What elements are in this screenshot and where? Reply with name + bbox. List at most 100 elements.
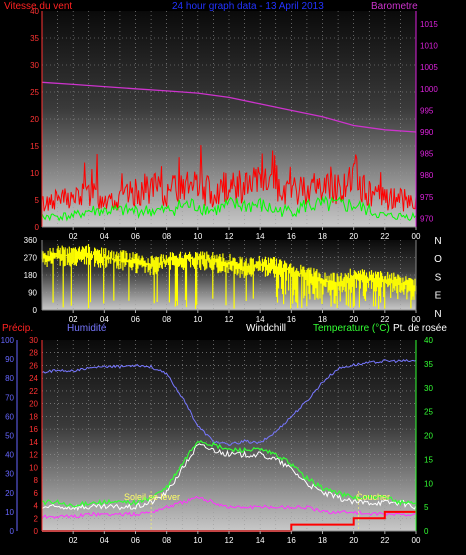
compass-label: N: [434, 309, 441, 320]
chart1-x-tick-label: 06: [131, 232, 140, 241]
wind-speed-tick-label: 35: [30, 34, 39, 43]
chart3-x-tick-label: 20: [349, 536, 358, 545]
chart2-x-tick-label: 02: [69, 315, 78, 324]
legend-humidity: Humidité: [67, 323, 107, 334]
chart3-x-tick-label: 06: [131, 536, 140, 545]
chart2-x-tick-label: 04: [100, 315, 109, 324]
series-humidity: [41, 359, 417, 447]
temperature-tick-label: 35: [424, 360, 433, 369]
chart1-x-tick-label: 02: [69, 232, 78, 241]
wind-speed-tick-label: 30: [30, 61, 39, 70]
barometer-tick-label: 985: [420, 150, 434, 159]
temperature-tick-label: 5: [424, 503, 429, 512]
chart2-x-tick-label: 06: [131, 315, 140, 324]
chart1-x-tick-label: 14: [256, 232, 265, 241]
series-windchill: [41, 443, 417, 512]
precip-tick-label: 20: [29, 400, 38, 409]
compass-label: S: [435, 272, 442, 283]
chart1-x-tick-label: 00: [412, 232, 421, 241]
humidity-tick-label: 60: [5, 412, 14, 421]
chart1-title: 24 hour graph data - 13 April 2013: [172, 1, 324, 12]
chart2-x-tick-label: 12: [225, 315, 234, 324]
direction-tick-label: 90: [28, 289, 37, 298]
chart2-x-tick-label: 08: [162, 315, 171, 324]
legend-dewpoint: Pt. de rosée: [393, 323, 447, 334]
chart2-x-tick-label: 20: [349, 315, 358, 324]
chart1-x-tick-label: 22: [380, 232, 389, 241]
precip-tick-label: 30: [29, 336, 38, 345]
barometer-tick-label: 975: [420, 193, 434, 202]
chart2-x-tick-label: 00: [412, 315, 421, 324]
barometer-tick-label: 1010: [420, 42, 438, 51]
series-precipitation: [42, 510, 416, 532]
temperature-tick-label: 25: [424, 408, 433, 417]
humidity-tick-label: 40: [5, 451, 14, 460]
precip-tick-label: 4: [34, 502, 39, 511]
wind-speed-tick-label: 20: [30, 115, 39, 124]
precip-tick-label: 16: [29, 425, 38, 434]
chart3-x-tick-label: 12: [225, 536, 234, 545]
wind-speed-tick-label: 40: [30, 7, 39, 16]
humidity-tick-label: 80: [5, 374, 14, 383]
chart3-x-tick-label: 16: [287, 536, 296, 545]
temperature-tick-label: 40: [424, 336, 433, 345]
chart2-x-tick-label: 14: [256, 315, 265, 324]
barometer-tick-label: 1015: [420, 20, 438, 29]
humidity-tick-label: 30: [5, 470, 14, 479]
direction-tick-label: 0: [33, 306, 38, 315]
legend-windchill: Windchill: [246, 323, 286, 334]
temperature-tick-label: 20: [424, 432, 433, 441]
chart1-x-tick-label: 20: [349, 232, 358, 241]
barometer-tick-label: 995: [420, 106, 434, 115]
chart2-x-tick-label: 18: [318, 315, 327, 324]
chart1-x-tick-label: 10: [193, 232, 202, 241]
temperature-tick-label: 15: [424, 455, 433, 464]
precip-tick-label: 2: [34, 514, 39, 523]
humidity-tick-label: 90: [5, 355, 14, 364]
chart1-x-tick-label: 08: [162, 232, 171, 241]
series-dewpoint: [41, 495, 417, 520]
precip-tick-label: 26: [29, 361, 38, 370]
chart1-x-tick-label: 18: [318, 232, 327, 241]
wind-speed-tick-label: 0: [35, 223, 40, 232]
chart2-x-tick-label: 22: [380, 315, 389, 324]
wind-speed-tick-label: 25: [30, 88, 39, 97]
precip-tick-label: 0: [34, 527, 39, 536]
chart3-x-tick-label: 14: [256, 536, 265, 545]
temperature-tick-label: 0: [424, 527, 429, 536]
chart3-x-tick-label: 00: [412, 536, 421, 545]
series-barometer: [41, 81, 417, 133]
legend-temperature: Temperature (°C): [313, 323, 390, 334]
annotation-sunrise: Soleil se lever: [124, 492, 180, 502]
barometer-tick-label: 970: [420, 214, 434, 223]
precip-tick-label: 12: [29, 451, 38, 460]
chart3-x-tick-label: 18: [318, 536, 327, 545]
series-temperature: [41, 440, 417, 508]
humidity-tick-label: 50: [5, 432, 14, 441]
barometer-tick-label: 1000: [420, 85, 438, 94]
humidity-tick-label: 0: [10, 527, 15, 536]
direction-tick-label: 180: [24, 271, 38, 280]
chart1-x-tick-label: 16: [287, 232, 296, 241]
barometer-tick-label: 980: [420, 171, 434, 180]
chart3-x-tick-label: 08: [162, 536, 171, 545]
chart1-x-tick-label: 12: [225, 232, 234, 241]
temperature-tick-label: 30: [424, 384, 433, 393]
chart3-x-tick-label: 22: [380, 536, 389, 545]
barometer-tick-label: 990: [420, 128, 434, 137]
direction-tick-label: 360: [24, 236, 38, 245]
precip-tick-label: 6: [34, 489, 39, 498]
chart3-x-tick-label: 02: [69, 536, 78, 545]
chart1-right-label: Barometre: [371, 1, 418, 12]
chart3-x-tick-label: 10: [193, 536, 202, 545]
humidity-tick-label: 100: [1, 336, 15, 345]
humidity-tick-label: 70: [5, 393, 14, 402]
precip-tick-label: 10: [29, 463, 38, 472]
chart3-x-tick-label: 04: [100, 536, 109, 545]
precip-tick-label: 22: [29, 387, 38, 396]
humidity-tick-label: 10: [5, 508, 14, 517]
precip-tick-label: 14: [29, 438, 38, 447]
wind-speed-tick-label: 10: [30, 169, 39, 178]
